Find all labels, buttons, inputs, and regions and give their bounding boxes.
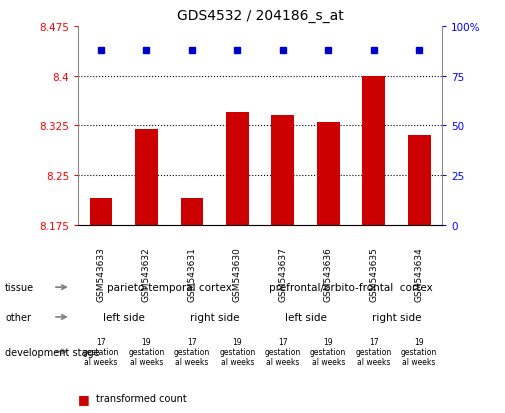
- Text: GSM543634: GSM543634: [415, 247, 424, 301]
- Bar: [226, 113, 249, 225]
- Title: GDS4532 / 204186_s_at: GDS4532 / 204186_s_at: [177, 9, 343, 23]
- Text: GSM543635: GSM543635: [369, 247, 378, 301]
- Text: right side: right side: [190, 312, 239, 322]
- Bar: [135, 129, 158, 225]
- Text: percentile rank within the sample: percentile rank within the sample: [96, 412, 261, 413]
- Bar: [408, 136, 431, 225]
- Text: GSM543636: GSM543636: [324, 247, 333, 301]
- Text: right side: right side: [372, 312, 421, 322]
- Text: 19
gestation
al weeks: 19 gestation al weeks: [219, 337, 256, 366]
- Text: 19
gestation
al weeks: 19 gestation al weeks: [401, 337, 437, 366]
- Text: ■: ■: [78, 392, 90, 405]
- Bar: [317, 123, 340, 225]
- Bar: [90, 199, 113, 225]
- Text: left side: left side: [285, 312, 326, 322]
- Text: left side: left side: [103, 312, 144, 322]
- Text: parieto-temporal cortex: parieto-temporal cortex: [107, 282, 232, 292]
- Bar: [363, 76, 385, 225]
- Bar: [181, 199, 203, 225]
- Text: GSM543633: GSM543633: [96, 247, 106, 301]
- Text: 19
gestation
al weeks: 19 gestation al weeks: [128, 337, 165, 366]
- Text: tissue: tissue: [5, 282, 34, 292]
- Text: transformed count: transformed count: [96, 393, 187, 403]
- Text: GSM543631: GSM543631: [187, 247, 196, 301]
- Bar: [272, 116, 294, 225]
- Text: 17
gestation
al weeks: 17 gestation al weeks: [356, 337, 392, 366]
- Text: prefrontal/orbito-frontal  cortex: prefrontal/orbito-frontal cortex: [269, 282, 433, 292]
- Text: 17
gestation
al weeks: 17 gestation al weeks: [83, 337, 119, 366]
- Text: development stage: development stage: [5, 347, 99, 357]
- Text: 19
gestation
al weeks: 19 gestation al weeks: [310, 337, 346, 366]
- Text: 17
gestation
al weeks: 17 gestation al weeks: [265, 337, 301, 366]
- Text: GSM543632: GSM543632: [142, 247, 151, 301]
- Text: GSM543630: GSM543630: [233, 247, 242, 301]
- Text: GSM543637: GSM543637: [278, 247, 287, 301]
- Text: 17
gestation
al weeks: 17 gestation al weeks: [174, 337, 210, 366]
- Text: other: other: [5, 312, 31, 322]
- Text: ■: ■: [78, 410, 90, 413]
